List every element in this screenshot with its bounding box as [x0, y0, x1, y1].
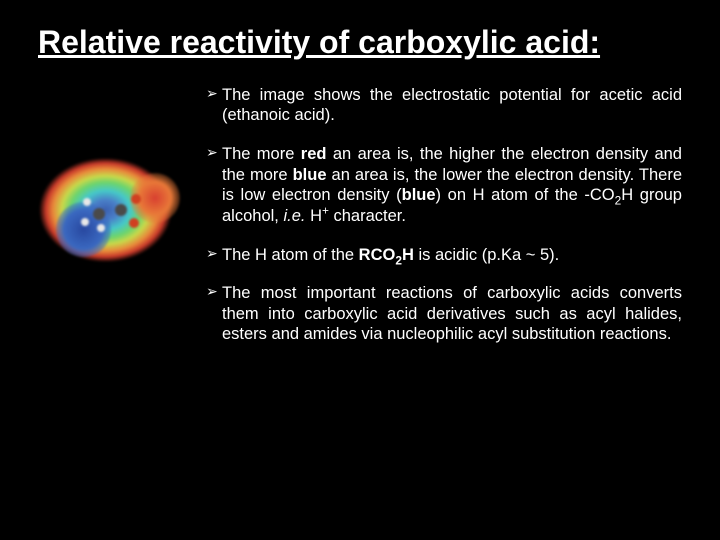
bullet-item: The image shows the electrostatic potent…: [206, 85, 682, 126]
emphasis-red: red: [301, 145, 327, 163]
molecule-atoms: [73, 190, 153, 235]
bullet-text: The image shows the electrostatic potent…: [222, 86, 682, 125]
bullet-text: The H atom of the: [222, 246, 359, 264]
hydrogen-atom-icon: [83, 198, 91, 206]
molecule-figure: [38, 145, 188, 275]
hydrogen-atom-icon: [97, 224, 105, 232]
emphasis-blue: blue: [293, 166, 327, 184]
content-area: The image shows the electrostatic potent…: [38, 85, 682, 345]
bullet-item: The H atom of the RCO2H is acidic (p.Ka …: [206, 245, 682, 266]
bullet-text: is acidic (p.Ka ~ 5).: [414, 246, 559, 264]
formula-text: H: [402, 246, 414, 264]
bullet-text: The more: [222, 145, 301, 163]
superscript: +: [322, 203, 329, 217]
emphasis-blue: blue: [402, 186, 436, 204]
bullet-text: H: [305, 207, 322, 225]
bullet-item: The most important reactions of carboxyl…: [206, 283, 682, 345]
bullet-text: The most important reactions of carboxyl…: [222, 284, 682, 343]
formula-text: RCO: [359, 246, 396, 264]
subscript: 2: [395, 253, 402, 267]
carbon-atom-icon: [93, 208, 105, 220]
bullet-text: ) on H atom of the -CO: [436, 186, 615, 204]
carbon-atom-icon: [115, 204, 127, 216]
hydrogen-atom-icon: [81, 218, 89, 226]
slide-title: Relative reactivity of carboxylic acid:: [38, 24, 682, 61]
oxygen-atom-icon: [129, 218, 139, 228]
bullet-item: The more red an area is, the higher the …: [206, 144, 682, 227]
bullet-text: character.: [329, 207, 406, 225]
electrostatic-potential-surface: [38, 145, 188, 275]
emphasis-formula: RCO2H: [359, 246, 414, 264]
slide: Relative reactivity of carboxylic acid: …: [0, 0, 720, 540]
italic-text: i.e.: [283, 207, 305, 225]
bullet-list: The image shows the electrostatic potent…: [206, 85, 682, 345]
oxygen-atom-icon: [131, 194, 141, 204]
